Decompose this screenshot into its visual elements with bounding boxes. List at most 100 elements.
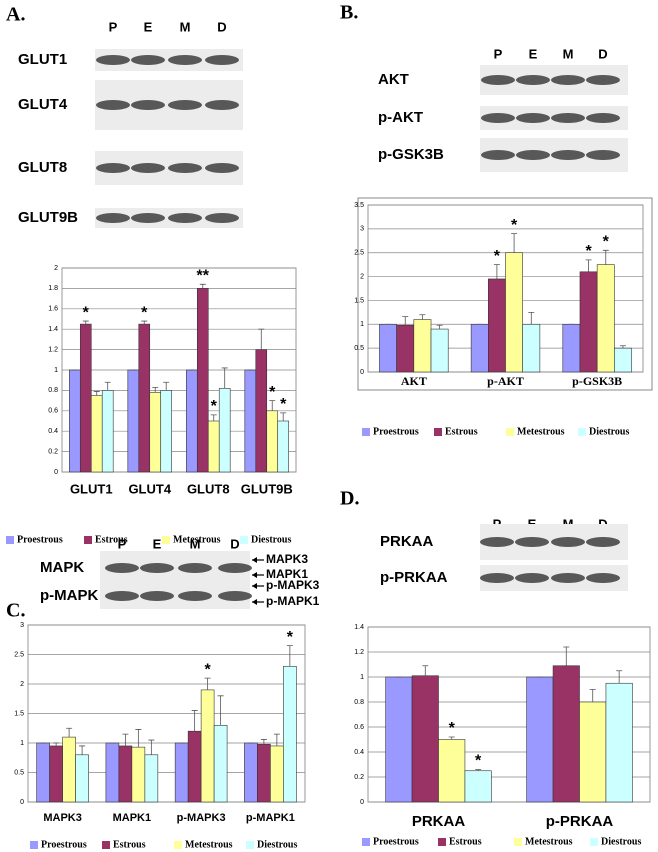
x-tick-label: PRKAA xyxy=(412,813,466,830)
lane-label: D xyxy=(230,536,239,551)
legend-swatch xyxy=(578,428,586,436)
error-bar xyxy=(436,324,443,330)
bar xyxy=(270,745,284,803)
error-bar xyxy=(217,695,224,726)
legend-swatch xyxy=(240,536,248,544)
error-bar xyxy=(563,646,570,666)
bar xyxy=(430,328,449,373)
significance-mark: * xyxy=(280,396,287,413)
error-bar xyxy=(511,233,518,253)
bar xyxy=(470,323,489,373)
error-bar xyxy=(589,689,596,702)
error-bar xyxy=(135,729,142,748)
blot-band xyxy=(480,573,514,583)
blot-band xyxy=(96,213,130,223)
bar xyxy=(186,369,198,473)
blot-label: GLUT9B xyxy=(18,209,78,226)
lane-label: M xyxy=(190,536,201,551)
legend-swatch xyxy=(174,841,182,849)
blot-band xyxy=(586,113,620,123)
blot-band xyxy=(480,537,514,547)
bar xyxy=(75,754,89,803)
lane-label: M xyxy=(180,19,191,34)
blot-band xyxy=(515,537,549,547)
legend-swatch xyxy=(362,428,370,436)
blot-band xyxy=(516,75,550,85)
error-bar xyxy=(221,367,228,389)
chart-border xyxy=(357,197,653,391)
significance-mark: * xyxy=(449,720,456,737)
y-tick-label: 3.5 xyxy=(354,202,364,209)
blot-band xyxy=(481,150,515,160)
y-tick-label: 3 xyxy=(20,622,24,629)
panel-letter: B. xyxy=(340,2,358,24)
significance-mark: * xyxy=(83,304,90,321)
bar xyxy=(255,349,268,473)
blot-band xyxy=(586,537,620,547)
legend-label: Diestrous xyxy=(251,534,291,545)
band-label: MAPK3 xyxy=(266,552,308,566)
legend-swatch xyxy=(102,841,110,849)
error-bar xyxy=(528,311,535,325)
blot-band xyxy=(168,213,202,223)
bar xyxy=(244,369,257,473)
legend-label: Diestrous xyxy=(589,426,629,437)
y-tick-label: 0 xyxy=(20,799,24,806)
y-tick-label: 1 xyxy=(20,740,24,747)
error-bar xyxy=(448,736,455,740)
error-bar xyxy=(53,742,60,746)
y-tick-label: 0.4 xyxy=(354,749,364,756)
arrow-head xyxy=(252,583,257,589)
blot-label: PRKAA xyxy=(380,533,434,550)
bar xyxy=(90,395,103,473)
blot-band xyxy=(140,563,174,573)
blot-band xyxy=(168,55,202,65)
error-bar xyxy=(273,733,280,746)
significance-mark: * xyxy=(494,248,501,265)
blot-band xyxy=(105,591,139,601)
bar xyxy=(118,745,133,803)
blot-band xyxy=(96,100,130,110)
x-tick-label: p-GSK3B xyxy=(572,374,622,388)
bar xyxy=(385,676,413,803)
bar xyxy=(131,746,146,803)
bar xyxy=(283,665,297,803)
y-tick-label: 0.4 xyxy=(48,428,58,435)
error-bar xyxy=(475,769,482,771)
bar xyxy=(505,252,523,373)
blot-band xyxy=(551,537,585,547)
lane-label: M xyxy=(563,46,574,61)
bar xyxy=(69,369,81,473)
bar xyxy=(101,390,114,473)
bar xyxy=(614,347,632,373)
bar xyxy=(149,392,162,473)
blot-label: GLUT8 xyxy=(18,159,67,176)
blot-band xyxy=(205,100,239,110)
bar xyxy=(244,742,258,803)
blot-band xyxy=(586,75,620,85)
y-tick-label: 0.8 xyxy=(48,387,58,394)
bar xyxy=(49,745,63,803)
blot-band xyxy=(105,563,139,573)
bar xyxy=(464,770,492,803)
blot-band xyxy=(481,113,515,123)
y-tick-label: 1.2 xyxy=(354,649,364,656)
blot-band xyxy=(205,55,239,65)
bar xyxy=(488,278,506,373)
x-tick-label: MAPK1 xyxy=(113,812,152,824)
bar xyxy=(579,701,607,803)
error-bar xyxy=(66,727,73,738)
lane-label: E xyxy=(529,46,538,61)
y-tick-label: 0.6 xyxy=(354,724,364,731)
legend-label: Proestrous xyxy=(17,534,63,545)
blot-label: GLUT4 xyxy=(18,96,68,113)
blot-band xyxy=(551,75,585,85)
y-tick-label: 2 xyxy=(360,273,364,280)
bar xyxy=(207,420,220,473)
blot-band xyxy=(178,591,212,601)
bar xyxy=(200,689,215,803)
legend-label: Diestrous xyxy=(257,839,297,850)
bar xyxy=(438,739,466,803)
blot-band xyxy=(551,573,585,583)
error-bar xyxy=(422,665,429,676)
